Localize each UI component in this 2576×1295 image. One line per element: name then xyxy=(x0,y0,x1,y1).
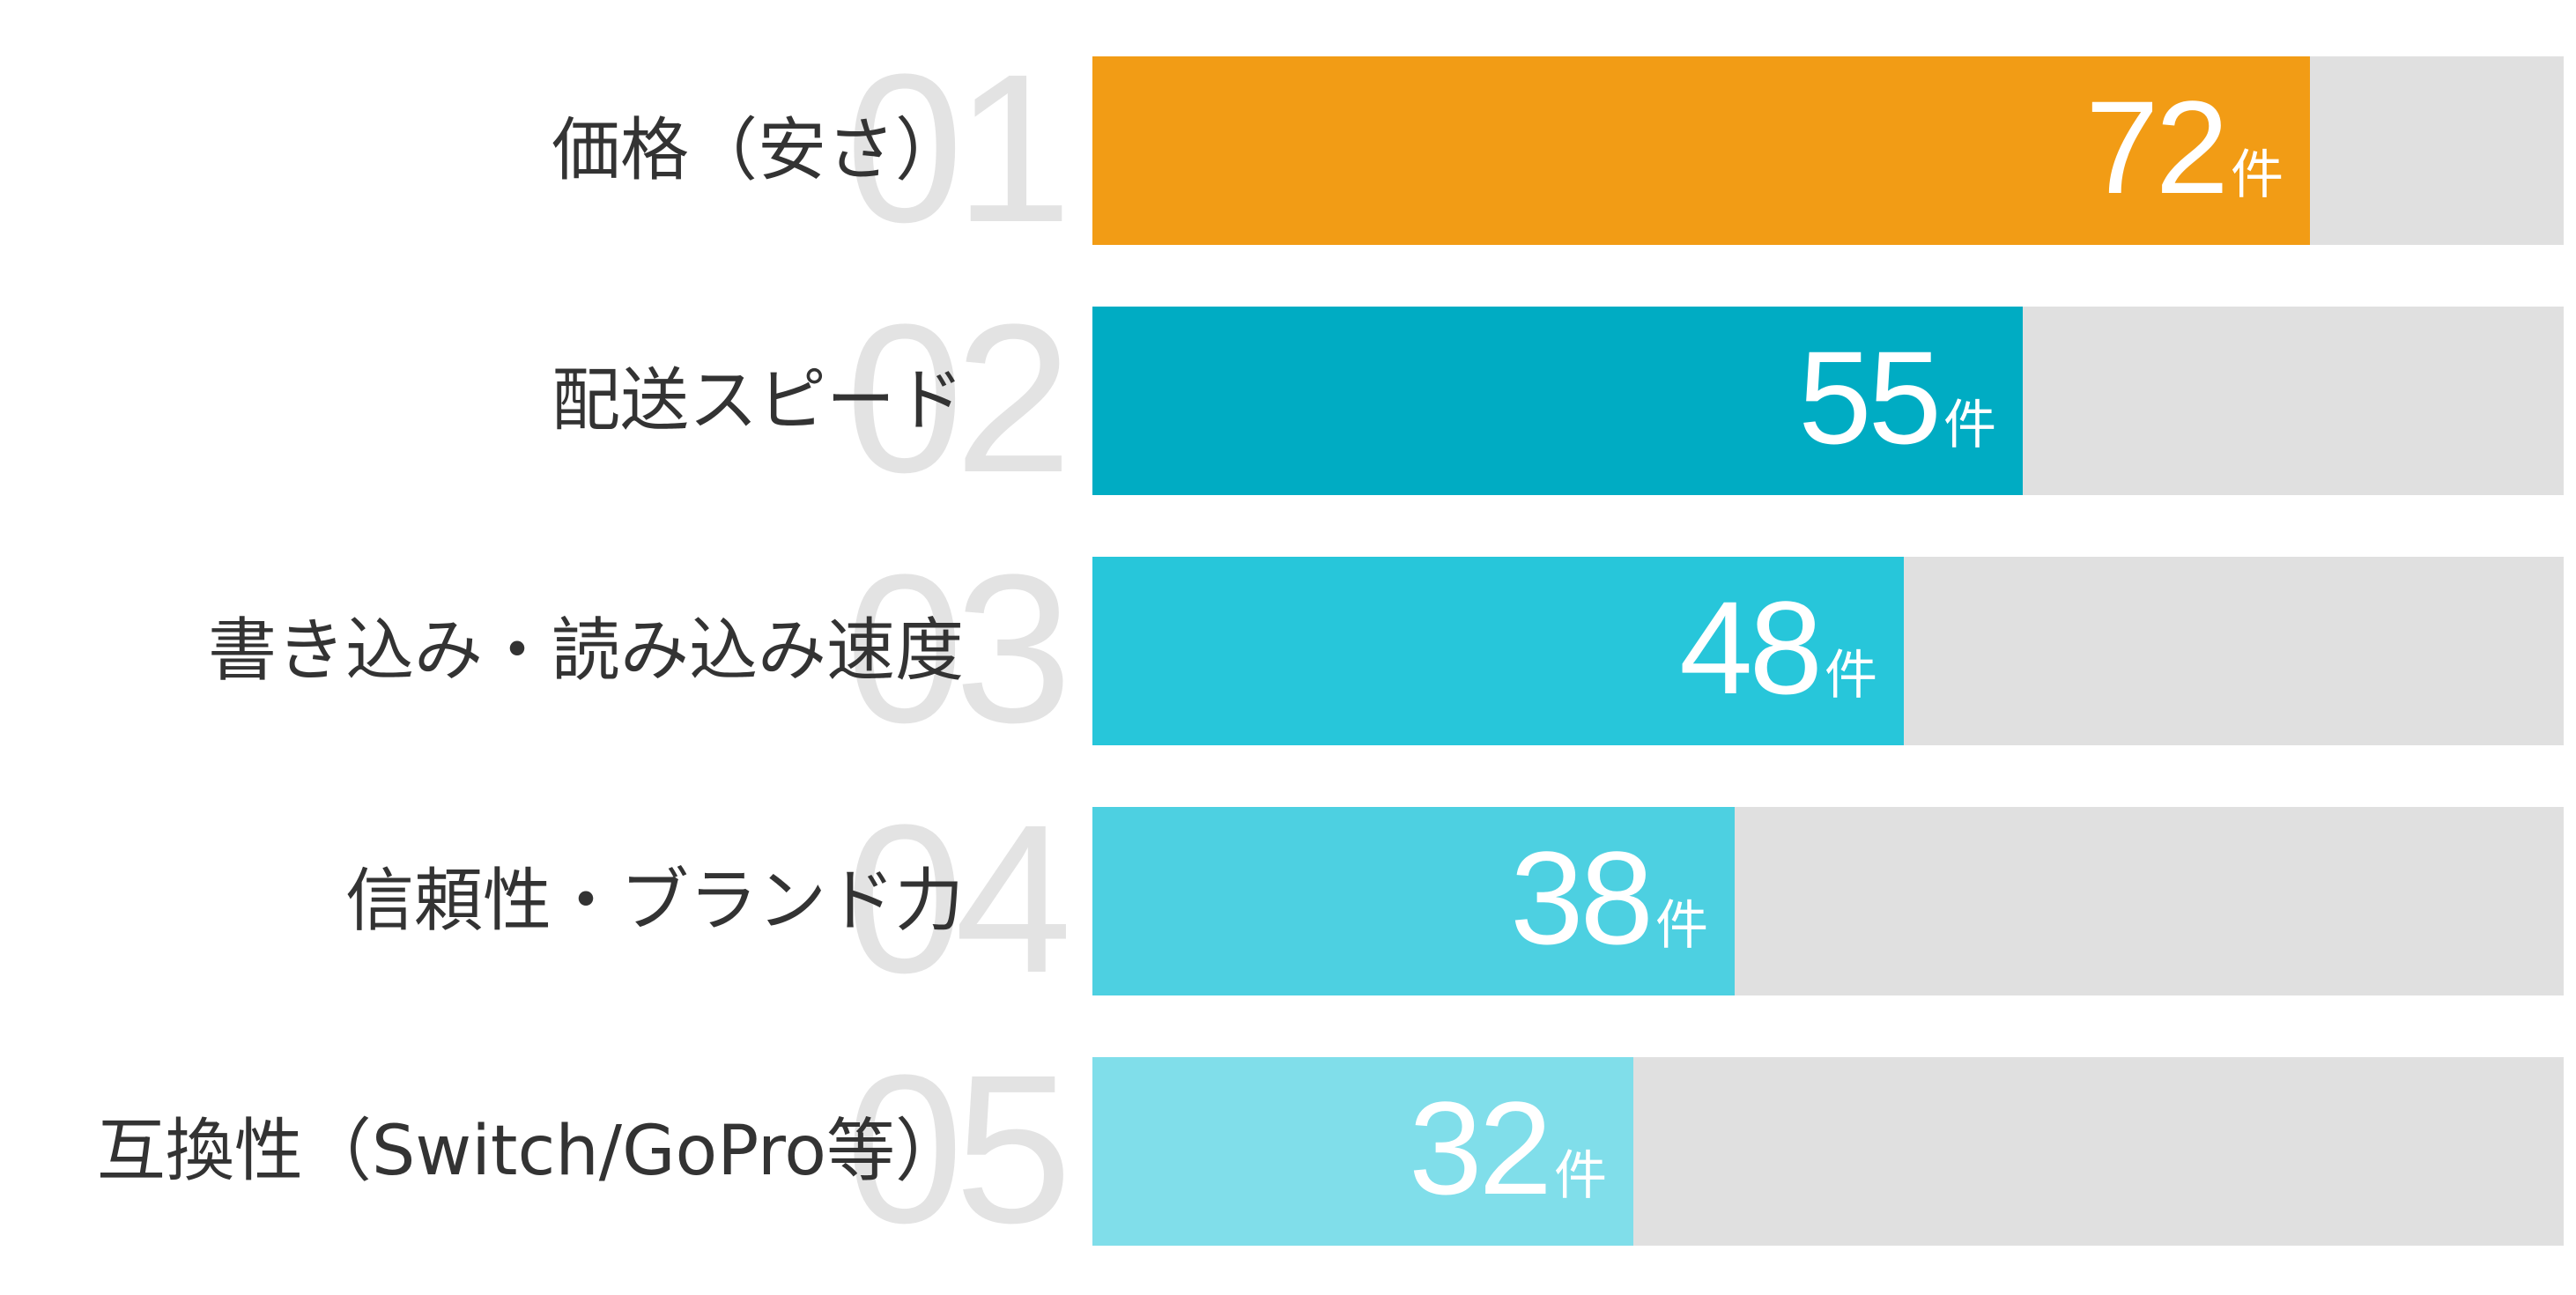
category-label: 価格（安さ） xyxy=(551,111,964,190)
bar-track: 48 件 xyxy=(1092,557,2564,745)
rank-number: 02 xyxy=(846,280,1072,516)
data-label: 48 件 xyxy=(1679,581,1877,714)
chart-row: 02 配送スピード 55 件 xyxy=(0,280,2576,516)
bar: 72 件 xyxy=(1092,56,2310,245)
chart-row: 03 書き込み・読み込み速度 48 件 xyxy=(0,530,2576,766)
rank-number: 01 xyxy=(846,30,1072,266)
bar-track: 32 件 xyxy=(1092,1057,2564,1246)
bar-track: 72 件 xyxy=(1092,56,2564,245)
data-label-value: 32 xyxy=(1409,1074,1552,1222)
data-label-unit: 件 xyxy=(1825,645,1877,707)
chart-row: 04 信頼性・ブランド力 38 件 xyxy=(0,781,2576,1017)
data-label: 32 件 xyxy=(1409,1082,1607,1214)
data-label-unit: 件 xyxy=(2231,144,2284,206)
data-label-value: 38 xyxy=(1510,824,1654,972)
category-label: 書き込み・読み込み速度 xyxy=(207,611,964,691)
chart-row: 01 価格（安さ） 72 件 xyxy=(0,30,2576,266)
data-label-value: 55 xyxy=(1798,323,1942,471)
category-label: 配送スピード xyxy=(551,361,964,440)
data-label-unit: 件 xyxy=(1554,1145,1607,1207)
data-label-value: 48 xyxy=(1679,574,1823,722)
bar: 55 件 xyxy=(1092,307,2023,495)
data-label: 38 件 xyxy=(1510,832,1708,964)
data-label-unit: 件 xyxy=(1943,395,1996,456)
bar: 48 件 xyxy=(1092,557,1904,745)
data-label: 72 件 xyxy=(2085,81,2284,213)
bar-track: 38 件 xyxy=(1092,807,2564,995)
rank-number: 03 xyxy=(846,530,1072,766)
bar: 38 件 xyxy=(1092,807,1735,995)
category-label: 信頼性・ブランド力 xyxy=(344,862,964,941)
chart-row: 05 互換性（Switch/GoPro等） 32 件 xyxy=(0,1031,2576,1267)
data-label-value: 72 xyxy=(2085,73,2229,221)
data-label: 55 件 xyxy=(1798,331,1996,463)
data-label-unit: 件 xyxy=(1655,895,1708,957)
rank-number: 04 xyxy=(846,781,1072,1017)
rank-number: 05 xyxy=(846,1031,1072,1267)
category-label: 互換性（Switch/GoPro等） xyxy=(96,1112,964,1191)
bar-track: 55 件 xyxy=(1092,307,2564,495)
bar: 32 件 xyxy=(1092,1057,1633,1246)
